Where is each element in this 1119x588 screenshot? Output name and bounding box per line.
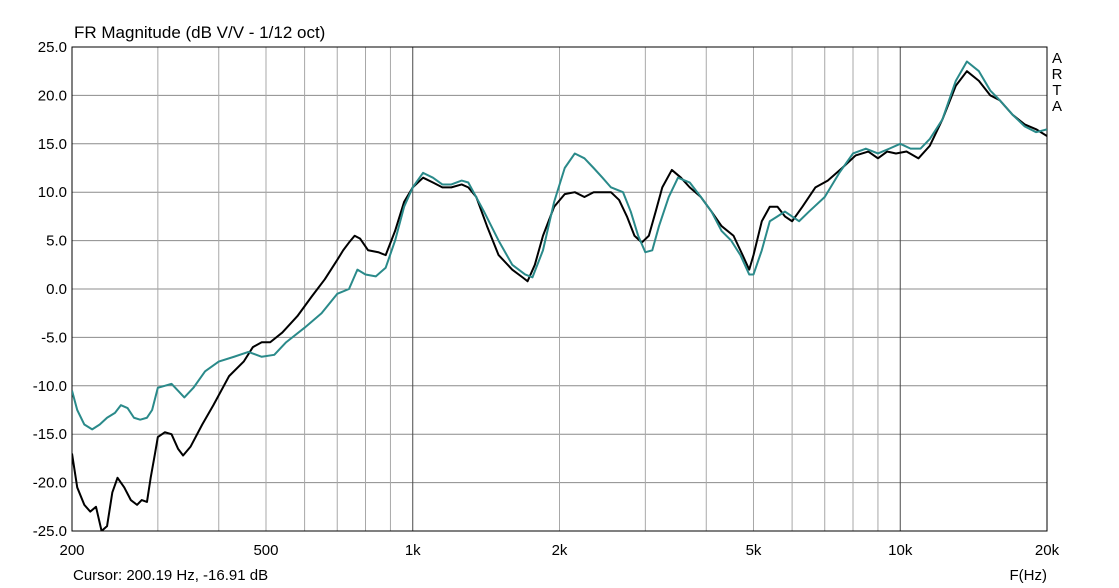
y-tick-label: -25.0 xyxy=(33,523,67,540)
y-tick-label: 25.0 xyxy=(38,39,67,56)
y-tick-label: 15.0 xyxy=(38,136,67,153)
y-tick-label: -10.0 xyxy=(33,378,67,395)
grid-lines xyxy=(72,47,1047,531)
y-tick-label: 5.0 xyxy=(46,233,67,250)
x-tick-label: 1k xyxy=(405,542,421,559)
y-tick-label: -20.0 xyxy=(33,475,67,492)
series-line-2 xyxy=(72,60,1047,431)
brand-letter: T xyxy=(1052,82,1061,99)
x-tick-label: 10k xyxy=(888,542,913,559)
x-tick-label: 5k xyxy=(746,542,762,559)
y-tick-label: 0.0 xyxy=(46,281,67,298)
chart-title: FR Magnitude (dB V/V - 1/12 oct) xyxy=(74,23,325,42)
x-tick-label: 20k xyxy=(1035,542,1060,559)
x-tick-label: 500 xyxy=(253,542,278,559)
brand-letter: A xyxy=(1052,50,1062,67)
y-tick-label: -15.0 xyxy=(33,426,67,443)
brand-letter: R xyxy=(1052,66,1063,83)
x-axis-label: F(Hz) xyxy=(1010,567,1048,584)
series-layer xyxy=(72,60,1047,531)
y-tick-label: -5.0 xyxy=(41,329,67,346)
plot-frame xyxy=(71,46,1048,532)
x-tick-label: 200 xyxy=(59,542,84,559)
x-tick-label: 2k xyxy=(552,542,568,559)
cursor-readout: Cursor: 200.19 Hz, -16.91 dB xyxy=(73,567,268,584)
y-tick-labels: 25.0 20.0 15.0 10.0 5.0 0.0 -5.0 -10.0 -15.0 -20.… xyxy=(33,39,67,540)
y-tick-label: 20.0 xyxy=(38,87,67,104)
y-tick-label: 10.0 xyxy=(38,184,67,201)
brand-letter: A xyxy=(1052,98,1062,115)
x-tick-labels: 200 500 1k 2k 5k 10k 20k xyxy=(59,542,1059,559)
